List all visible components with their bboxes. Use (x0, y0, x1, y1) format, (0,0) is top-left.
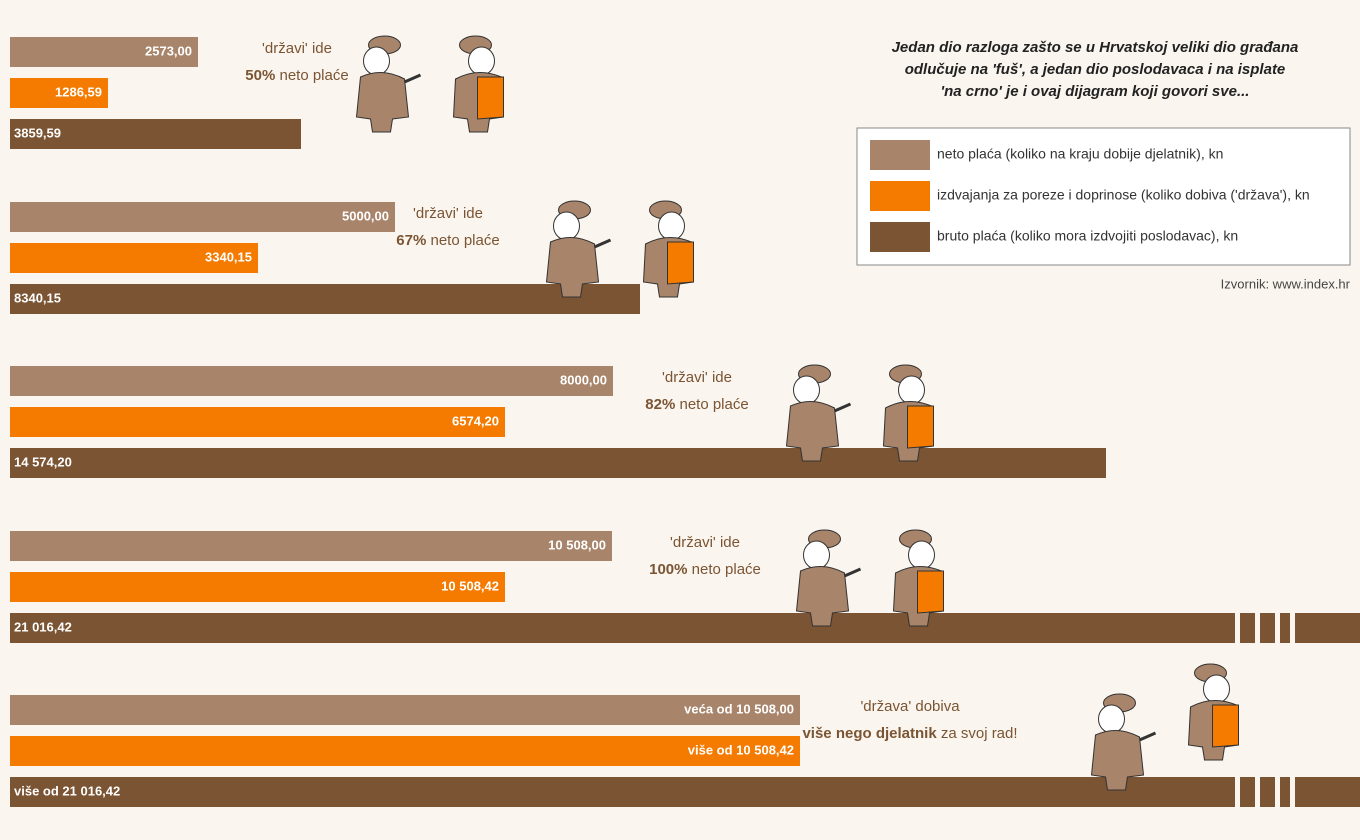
cartoon-worker (544, 199, 613, 299)
note-line: 67% neto plaće (396, 232, 499, 249)
bar (10, 366, 613, 396)
legend-label: izdvajanja za poreze i doprinose (koliko… (937, 187, 1310, 203)
bar-break (1255, 777, 1260, 807)
bar-label: 8340,15 (14, 290, 61, 305)
legend-swatch (870, 222, 930, 252)
legend-swatch (870, 140, 930, 170)
note-line: 'državi' ide (262, 40, 332, 57)
bar-label: 10 508,42 (441, 578, 499, 593)
bar-label: 2573,00 (145, 43, 192, 58)
cartoon-worker (794, 528, 863, 628)
note-line: 'državi' ide (670, 534, 740, 551)
cartoon-worker (642, 200, 695, 298)
note-emphasis: 67% (396, 232, 426, 249)
cartoon-worker (1089, 692, 1158, 792)
bar (10, 37, 198, 67)
source: Izvornik: www.index.hr (1221, 276, 1351, 291)
bar-label: 3340,15 (205, 249, 252, 264)
note-line: više nego djelatnik za svoj rad! (802, 725, 1017, 742)
legend-box (856, 127, 1351, 266)
bar-label: 10 508,00 (548, 537, 606, 552)
note-text: neto plaće (687, 561, 760, 578)
bar-label: 5000,00 (342, 208, 389, 223)
bar (10, 572, 505, 602)
note-line: 82% neto plaće (645, 396, 748, 413)
bar (10, 531, 612, 561)
bar (10, 243, 258, 273)
note-line: 50% neto plaće (245, 67, 348, 84)
bar (10, 119, 301, 149)
bar (10, 613, 1360, 643)
bar-label: veća od 10 508,00 (684, 701, 794, 716)
bar (10, 284, 640, 314)
cartoon-worker (892, 529, 945, 627)
note-line: 100% neto plaće (649, 561, 761, 578)
bar-label: više od 21 016,42 (14, 783, 120, 798)
legend-label: neto plaća (koliko na kraju dobije djela… (937, 146, 1223, 162)
bar-label: 1286,59 (55, 84, 102, 99)
bar (10, 695, 800, 725)
note-text: neto plaće (426, 232, 499, 249)
bar-break (1255, 613, 1260, 643)
bar-label: 3859,59 (14, 125, 61, 140)
bar-label: 14 574,20 (14, 454, 72, 469)
bar (10, 777, 1360, 807)
note-text: za svoj rad! (937, 725, 1018, 742)
legend-swatch (870, 181, 930, 211)
cartoon-worker (784, 363, 853, 463)
note-line: 'državi' ide (662, 369, 732, 386)
title: Jedan dio razloga zašto se u Hrvatskoj v… (892, 39, 1299, 100)
bar (10, 407, 505, 437)
cartoon-worker (882, 364, 935, 462)
note-text: neto plaće (275, 67, 348, 84)
bar (10, 736, 800, 766)
bar-label: više od 10 508,42 (688, 742, 794, 757)
bar-break (1235, 777, 1240, 807)
bar-label: 6574,20 (452, 413, 499, 428)
note-emphasis: više nego djelatnik (802, 725, 937, 742)
bar (10, 448, 1106, 478)
bar-break (1235, 613, 1240, 643)
bar-break (1275, 613, 1280, 643)
bar-label: 21 016,42 (14, 619, 72, 634)
note-emphasis: 100% (649, 561, 687, 578)
bar-label: 8000,00 (560, 372, 607, 387)
bar-break (1275, 777, 1280, 807)
bar (10, 78, 108, 108)
note-text: neto plaće (675, 396, 748, 413)
note-emphasis: 50% (245, 67, 275, 84)
legend-label: bruto plaća (koliko mora izdvojiti poslo… (937, 228, 1238, 244)
cartoon-worker (452, 35, 505, 133)
note-emphasis: 82% (645, 396, 675, 413)
bar-break (1290, 777, 1295, 807)
bar-break (1290, 613, 1295, 643)
bar (10, 202, 395, 232)
cartoon-worker (354, 34, 423, 134)
note-line: 'država' dobiva (860, 698, 960, 715)
cartoon-worker (1187, 663, 1240, 761)
note-line: 'državi' ide (413, 205, 483, 222)
